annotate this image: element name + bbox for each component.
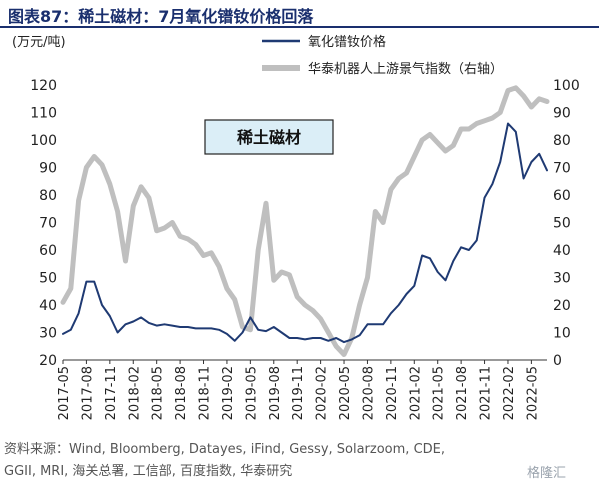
x-tick-label: 2022-05 bbox=[525, 366, 540, 420]
x-tick-label: 2017-11 bbox=[104, 366, 119, 420]
legend-label-index: 华泰机器人上游景气指数（右轴） bbox=[308, 61, 503, 77]
annotation-box-label: 稀土磁材 bbox=[237, 128, 301, 147]
x-tick-label: 2019-02 bbox=[221, 366, 236, 420]
source-line-2: GGII, MRI, 海关总署, 工信部, 百度指数, 华泰研究 bbox=[4, 464, 293, 479]
y-right-tick-label: 70 bbox=[553, 161, 571, 177]
x-tick-label: 2018-08 bbox=[174, 366, 189, 420]
y-right-tick-label: 20 bbox=[553, 298, 571, 314]
x-tick-label: 2022-02 bbox=[502, 366, 517, 420]
y-right-tick-label: 30 bbox=[553, 271, 571, 287]
y-left-tick-label: 60 bbox=[39, 243, 57, 259]
source-line-1: 资料来源：Wind, Bloomberg, Datayes, iFind, Ge… bbox=[4, 442, 445, 457]
x-tick-label: 2019-05 bbox=[244, 366, 259, 420]
y-left-tick-label: 90 bbox=[39, 161, 57, 177]
series-line-price bbox=[62, 122, 548, 344]
y-right-tick-label: 10 bbox=[553, 326, 571, 342]
x-tick-label: 2019-11 bbox=[291, 366, 306, 420]
x-tick-label: 2021-08 bbox=[455, 366, 470, 420]
x-tick-label: 2017-05 bbox=[57, 366, 72, 420]
y-right-tick-label: 90 bbox=[553, 106, 571, 122]
watermark: 格隆汇 bbox=[527, 466, 567, 481]
y-left-tick-label: 50 bbox=[39, 271, 57, 287]
x-tick-label: 2018-02 bbox=[127, 366, 142, 420]
y-right-tick-label: 50 bbox=[553, 216, 571, 232]
x-tick-label: 2017-08 bbox=[80, 366, 95, 420]
source-note: 资料来源：Wind, Bloomberg, Datayes, iFind, Ge… bbox=[4, 439, 564, 483]
x-tick-label: 2020-02 bbox=[315, 366, 330, 420]
x-tick-label: 2021-11 bbox=[479, 366, 494, 420]
x-tick-label: 2020-11 bbox=[385, 366, 400, 420]
y-right-tick-label: 100 bbox=[553, 78, 580, 94]
y-right-tick-label: 80 bbox=[553, 133, 571, 149]
x-tick-label: 2020-05 bbox=[338, 366, 353, 420]
x-tick-label: 2018-11 bbox=[198, 366, 213, 420]
x-tick-label: 2019-08 bbox=[268, 366, 283, 420]
title-bar: 图表87：稀土磁材：7月氧化镨钕价格回落 bbox=[0, 0, 599, 28]
annotation-box bbox=[204, 119, 334, 155]
y-right-tick-label: 0 bbox=[553, 353, 562, 369]
y-left-tick-label: 20 bbox=[39, 353, 57, 369]
y-left-tick-label: 80 bbox=[39, 188, 57, 204]
left-axis-unit: (万元/吨) bbox=[12, 35, 66, 50]
figure-title: 图表87：稀土磁材：7月氧化镨钕价格回落 bbox=[8, 7, 314, 26]
y-left-tick-label: 100 bbox=[30, 133, 57, 149]
y-left-tick-label: 40 bbox=[39, 298, 57, 314]
title-underline bbox=[0, 26, 599, 28]
y-left-tick-label: 30 bbox=[39, 326, 57, 342]
x-tick-label: 2018-05 bbox=[151, 366, 166, 420]
y-right-tick-label: 40 bbox=[553, 243, 571, 259]
legend-label-price: 氧化镨钕价格 bbox=[308, 34, 386, 50]
y-left-tick-label: 70 bbox=[39, 216, 57, 232]
y-right-tick-label: 60 bbox=[553, 188, 571, 204]
y-left-tick-label: 110 bbox=[30, 106, 57, 122]
y-left-tick-label: 120 bbox=[30, 78, 57, 94]
x-tick-label: 2021-05 bbox=[432, 366, 447, 420]
x-tick-label: 2020-08 bbox=[361, 366, 376, 420]
series-line-index bbox=[60, 85, 550, 357]
x-tick-label: 2021-02 bbox=[408, 366, 423, 420]
chart: 20 30 40 50 60 70 80 90 100 110 120 0 10 20 30 40 50 60 70… bbox=[12, 34, 580, 420]
